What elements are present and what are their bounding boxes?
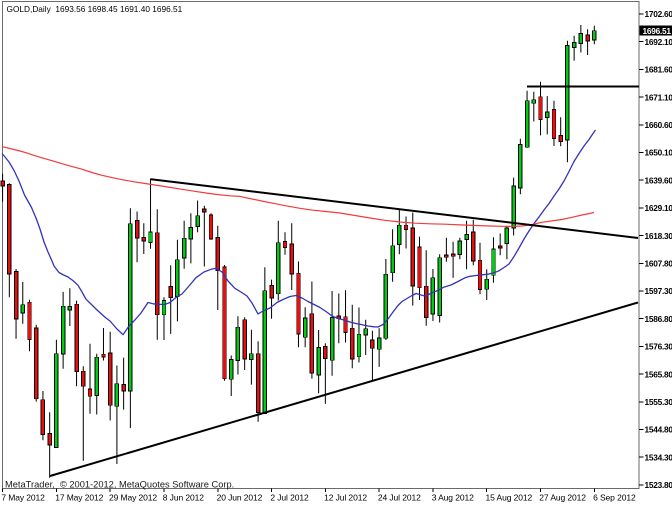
- svg-text:1565.80: 1565.80: [645, 369, 672, 379]
- svg-text:1650.10: 1650.10: [645, 148, 672, 158]
- svg-text:15 Aug 2012: 15 Aug 2012: [486, 493, 533, 503]
- svg-text:1692.10: 1692.10: [645, 37, 672, 47]
- svg-text:1576.30: 1576.30: [645, 342, 672, 352]
- svg-text:1702.60: 1702.60: [645, 9, 672, 19]
- svg-text:1696.51: 1696.51: [643, 26, 672, 36]
- svg-text:1671.10: 1671.10: [645, 92, 672, 102]
- svg-text:27 Aug 2012: 27 Aug 2012: [539, 493, 586, 503]
- svg-text:12 Jul 2012: 12 Jul 2012: [324, 493, 367, 503]
- svg-text:20 Jun 2012: 20 Jun 2012: [217, 493, 263, 503]
- svg-text:1660.60: 1660.60: [645, 120, 672, 130]
- svg-text:1618.30: 1618.30: [645, 231, 672, 241]
- svg-text:29 May 2012: 29 May 2012: [109, 493, 157, 503]
- svg-text:7 May 2012: 7 May 2012: [1, 493, 45, 503]
- svg-text:24 Jul 2012: 24 Jul 2012: [378, 493, 421, 503]
- svg-text:1629.10: 1629.10: [645, 203, 672, 213]
- svg-text:3 Aug 2012: 3 Aug 2012: [432, 493, 474, 503]
- svg-text:MetaTrader, © 2001-2012, Meta: MetaTrader, © 2001-2012, MetaQuotes Soft…: [5, 480, 234, 490]
- svg-text:1555.30: 1555.30: [645, 397, 672, 407]
- svg-text:8 Jun 2012: 8 Jun 2012: [163, 493, 204, 503]
- svg-text:1544.80: 1544.80: [645, 425, 672, 435]
- svg-text:1523.80: 1523.80: [645, 480, 672, 490]
- svg-text:1607.80: 1607.80: [645, 259, 672, 269]
- svg-text:1639.60: 1639.60: [645, 175, 672, 185]
- svg-text:2 Jul 2012: 2 Jul 2012: [270, 493, 309, 503]
- svg-text:1534.30: 1534.30: [645, 452, 672, 462]
- svg-text:17 May 2012: 17 May 2012: [55, 493, 103, 503]
- svg-text:6 Sep 2012: 6 Sep 2012: [593, 493, 636, 503]
- svg-text:GOLD,Daily 1693.56 1698.45 16: GOLD,Daily 1693.56 1698.45 1691.40 1696.…: [7, 4, 183, 14]
- svg-text:1681.60: 1681.60: [645, 65, 672, 75]
- svg-text:1597.30: 1597.30: [645, 286, 672, 296]
- svg-text:1586.80: 1586.80: [645, 314, 672, 324]
